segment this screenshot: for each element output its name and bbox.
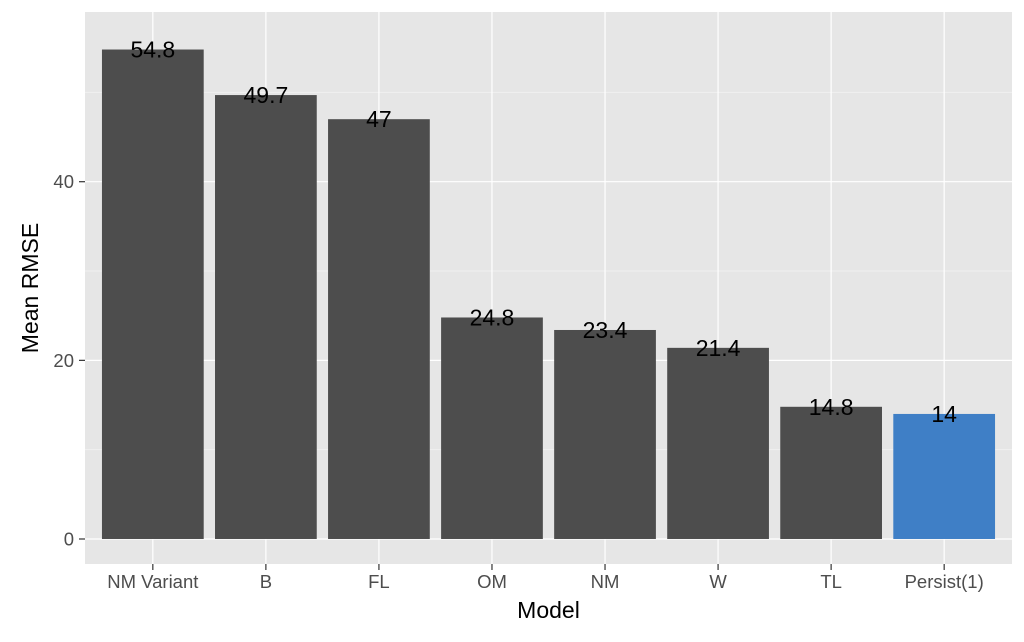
bar (893, 413, 996, 539)
bar (667, 347, 769, 539)
bar (554, 329, 656, 539)
y-tick-label: 20 (53, 350, 74, 371)
bar-value-label: 24.8 (470, 304, 515, 330)
bar-value-label: 54.8 (130, 37, 175, 63)
x-tick-label: NM Variant (107, 571, 198, 592)
bar-value-label: 23.4 (583, 317, 628, 343)
bar-value-label: 49.7 (243, 82, 288, 108)
x-tick-label: W (709, 571, 727, 592)
bar (328, 119, 430, 539)
x-tick-label: Persist(1) (905, 571, 984, 592)
x-tick-label: OM (477, 571, 507, 592)
x-tick-label: B (260, 571, 272, 592)
bar-value-label: 14.8 (809, 394, 854, 420)
x-tick-label: FL (368, 571, 390, 592)
value-labels: 54.8 49.7 47 24.8 23.4 21.4 14.8 14 (130, 37, 957, 427)
x-axis: NM Variant B FL OM NM W TL Persist(1) (107, 564, 984, 592)
y-tick-label: 0 (64, 528, 74, 549)
bar (215, 95, 317, 539)
bar-value-label: 47 (366, 106, 392, 132)
bar-value-label: 14 (931, 401, 957, 427)
x-tick-label: NM (591, 571, 620, 592)
bar (780, 406, 882, 539)
bar (441, 317, 543, 539)
bars (101, 49, 996, 539)
x-axis-title: Model (517, 597, 580, 623)
bar-value-label: 21.4 (696, 335, 741, 361)
y-tick-label: 40 (53, 171, 74, 192)
bar (101, 49, 204, 539)
y-axis: 0 20 40 (53, 171, 85, 549)
y-axis-title: Mean RMSE (17, 223, 43, 353)
x-tick-label: TL (820, 571, 842, 592)
